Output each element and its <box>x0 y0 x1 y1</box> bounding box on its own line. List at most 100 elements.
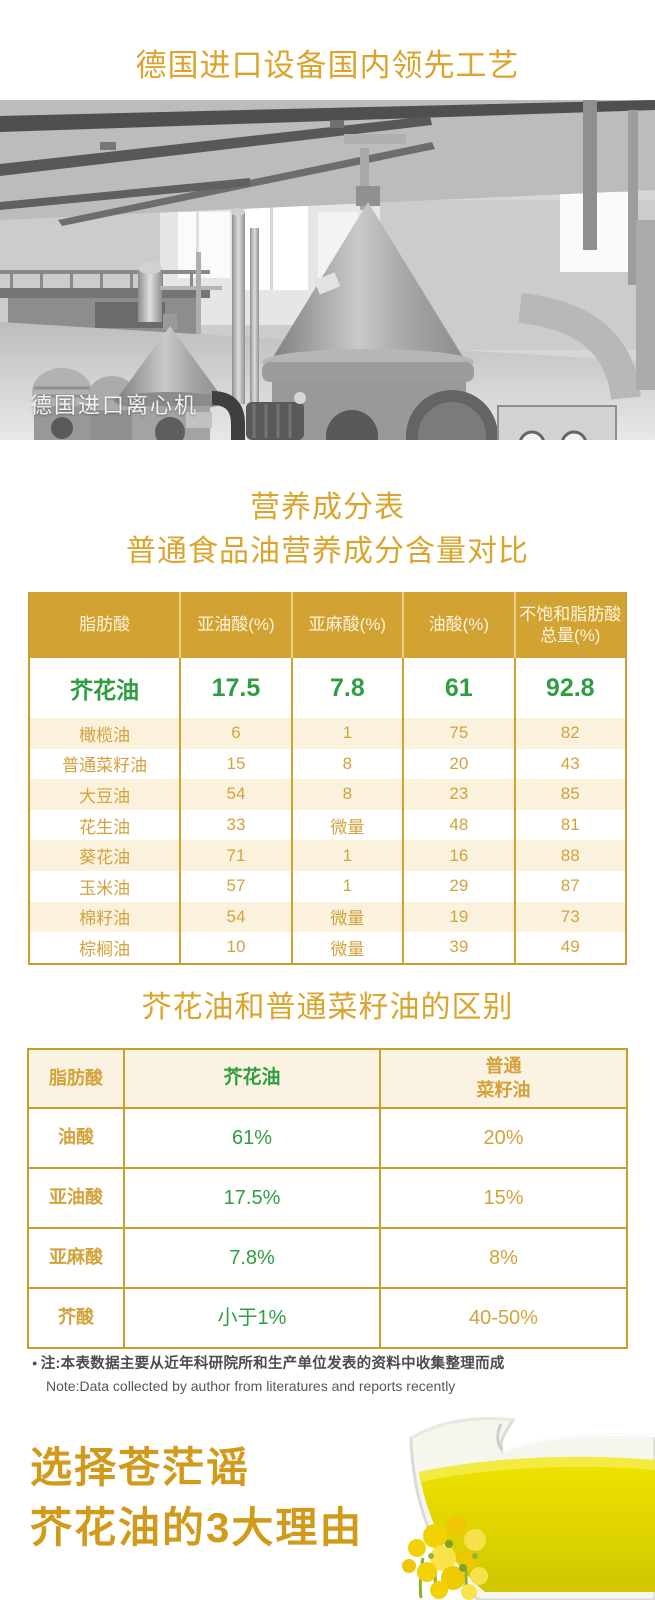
row-label: 花生油 <box>79 817 131 837</box>
table-cell: 20% <box>379 1109 626 1167</box>
row-label: 大豆油 <box>79 786 131 806</box>
table-cell: 15% <box>379 1169 626 1227</box>
difference-table: 脂肪酸 芥花油 普通 菜籽油 油酸 61% 20% 亚油酸 17.5% 15% 亚麻酸 7.8% 8… <box>27 1048 628 1349</box>
nutrition-table: 脂肪酸 亚油酸(%) 亚麻酸(%) 油酸(%) 不饱和脂肪酸总量(%) 芥花油 17.5 7… <box>28 592 627 965</box>
row-label: 芥花油 <box>70 677 140 703</box>
table-row: 橄榄油 6 1 75 82 <box>30 718 625 749</box>
oil-bowl-illustration <box>402 1417 655 1600</box>
nutrition-table-header: 脂肪酸 亚油酸(%) 亚麻酸(%) 油酸(%) 不饱和脂肪酸总量(%) <box>30 592 625 658</box>
table-cell: 15 <box>179 748 290 780</box>
table-cell: 92.8 <box>513 658 625 718</box>
column-header: 油酸(%) <box>402 592 513 658</box>
table-cell: 微量 <box>290 901 402 933</box>
table-cell: 17.5% <box>123 1169 379 1227</box>
table-cell: 6 <box>179 718 290 749</box>
table-cell: 1 <box>290 870 402 902</box>
footer-title-line1: 选择苍茫谣 <box>30 1444 251 1491</box>
table-cell: 微量 <box>290 809 402 841</box>
table-cell: 85 <box>513 779 625 810</box>
factory-photo: 德国进口离心机 <box>0 100 655 440</box>
table-cell: 54 <box>179 901 290 933</box>
column-header: 不饱和脂肪酸总量(%) <box>513 592 625 658</box>
table-row: 亚麻酸 7.8% 8% <box>29 1227 626 1287</box>
table-row: 油酸 61% 20% <box>29 1107 626 1167</box>
table-cell: 33 <box>179 809 290 841</box>
table-row: 花生油 33 微量 48 81 <box>30 809 625 841</box>
table-row: 芥酸 小于1% 40-50% <box>29 1287 626 1347</box>
column-header: 脂肪酸 <box>79 615 131 635</box>
table-cell: 43 <box>513 748 625 780</box>
factory-photo-illustration <box>0 100 655 440</box>
table-cell: 87 <box>513 870 625 902</box>
table-cell: 57 <box>179 870 290 902</box>
column-header: 普通 菜籽油 <box>379 1050 626 1107</box>
table-cell: 71 <box>179 840 290 871</box>
table-cell: 75 <box>402 718 513 749</box>
table-row: 葵花油 71 1 16 88 <box>30 840 625 871</box>
table-cell: 8 <box>290 748 402 780</box>
photo-caption: 德国进口离心机 <box>30 393 199 418</box>
table-cell: 7.8% <box>123 1229 379 1287</box>
table-cell: 39 <box>402 932 513 963</box>
table-cell: 1 <box>290 840 402 871</box>
table-row: 棉籽油 54 微量 19 73 <box>30 901 625 933</box>
row-label: 玉米油 <box>79 878 131 898</box>
table-cell: 61% <box>123 1109 379 1167</box>
column-header: 脂肪酸 <box>49 1067 103 1088</box>
table-cell: 20 <box>402 748 513 780</box>
table-cell: 微量 <box>290 932 402 963</box>
row-label: 亚油酸 <box>49 1187 103 1208</box>
footnote-english: Note:Data collected by author from liter… <box>46 1378 456 1394</box>
table-cell: 8 <box>290 779 402 810</box>
table-row: 普通菜籽油 15 8 20 43 <box>30 748 625 780</box>
footer-title: 选择苍茫谣 芥花油的3大理由 <box>30 1438 363 1558</box>
row-label: 葵花油 <box>79 848 131 868</box>
table-cell: 7.8 <box>290 658 402 718</box>
difference-table-body: 油酸 61% 20% 亚油酸 17.5% 15% 亚麻酸 7.8% 8% 芥酸 小于1% 40-50% <box>29 1107 626 1347</box>
table-cell: 19 <box>402 901 513 933</box>
table-cell: 48 <box>402 809 513 841</box>
nutrition-table-body: 橄榄油 6 1 75 82 普通菜籽油 15 8 20 43 大豆油 54 8 23 85 花生油 33 微量 48… <box>30 718 625 963</box>
page-title: 德国进口设备国内领先工艺 <box>135 48 520 83</box>
bullet-icon: ● <box>32 1358 38 1368</box>
row-label: 普通菜籽油 <box>62 756 148 776</box>
nutrition-highlight-row: 芥花油 17.5 7.8 61 92.8 <box>30 658 625 718</box>
row-label: 棉籽油 <box>79 909 131 929</box>
column-header: 芥花油 <box>123 1050 379 1107</box>
table-cell: 73 <box>513 901 625 933</box>
table-cell: 49 <box>513 932 625 963</box>
difference-table-header: 脂肪酸 芥花油 普通 菜籽油 <box>29 1050 626 1107</box>
table-cell: 54 <box>179 779 290 810</box>
column-header: 亚油酸(%) <box>179 592 290 658</box>
table-cell: 40-50% <box>379 1289 626 1347</box>
nutrition-section-title: 营养成分表 <box>250 491 405 524</box>
table-cell: 17.5 <box>179 658 290 718</box>
table-cell: 1 <box>290 718 402 749</box>
row-label: 亚麻酸 <box>49 1247 103 1268</box>
table-footnote: ● 注:本表数据主要从近年科研院所和生产单位发表的资料中收集整理而成 Note:D… <box>32 1352 505 1394</box>
difference-section-title: 芥花油和普通菜籽油的区别 <box>141 991 514 1024</box>
table-row: 棕榈油 10 微量 39 49 <box>30 932 625 963</box>
table-row: 大豆油 54 8 23 85 <box>30 779 625 810</box>
oil-bowl-image <box>383 1408 655 1600</box>
table-cell: 8% <box>379 1229 626 1287</box>
table-cell: 82 <box>513 718 625 749</box>
table-row: 玉米油 57 1 29 87 <box>30 870 625 902</box>
table-cell: 10 <box>179 932 290 963</box>
nutrition-section-subtitle: 普通食品油营养成分含量对比 <box>126 535 529 568</box>
row-label: 芥酸 <box>58 1307 94 1328</box>
table-cell: 小于1% <box>123 1289 379 1347</box>
footnote-chinese: ● 注:本表数据主要从近年科研院所和生产单位发表的资料中收集整理而成 <box>32 1356 505 1372</box>
table-cell: 16 <box>402 840 513 871</box>
column-header: 亚麻酸(%) <box>290 592 402 658</box>
table-cell: 29 <box>402 870 513 902</box>
table-row: 亚油酸 17.5% 15% <box>29 1167 626 1227</box>
table-cell: 81 <box>513 809 625 841</box>
table-cell: 61 <box>402 658 513 718</box>
footer-title-line2: 芥花油的3大理由 <box>30 1504 364 1551</box>
row-label: 油酸 <box>58 1127 94 1148</box>
table-cell: 88 <box>513 840 625 871</box>
row-label: 棕榈油 <box>79 939 131 959</box>
table-cell: 23 <box>402 779 513 810</box>
